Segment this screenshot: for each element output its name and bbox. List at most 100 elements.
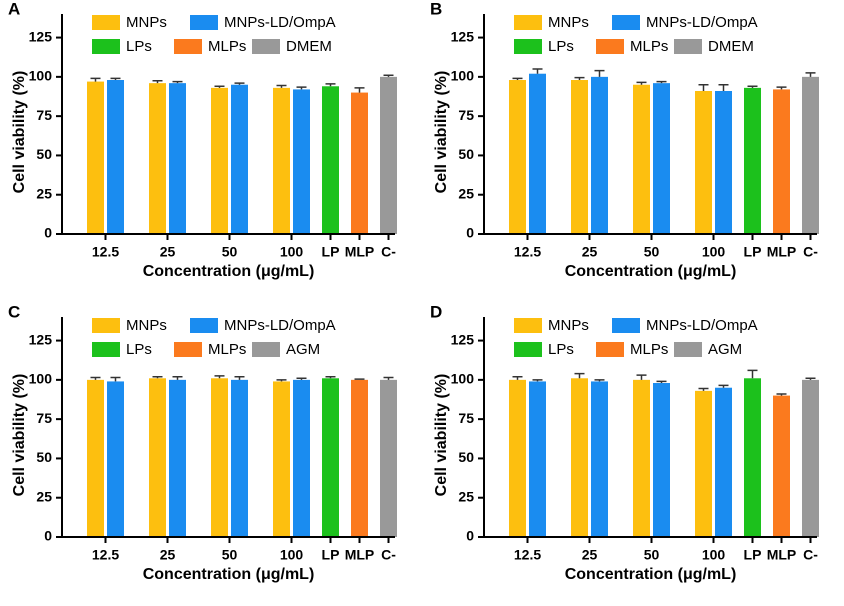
y-tick-label: 0 [44,528,52,544]
bar [351,379,368,537]
x-tick-label: C- [381,547,396,563]
y-tick-label: 100 [451,371,475,387]
x-tick-label: 25 [582,547,598,563]
x-tick-label: C- [803,244,818,260]
legend-swatch [514,15,542,30]
panel: C 0 25 50 75 100 125 Cell viability (%) Concentr… [8,302,397,583]
legend-label: MNPs-LD/OmpA [224,317,336,334]
x-tick-label: MLP [767,547,797,563]
bar [653,83,670,235]
x-tick-label: 100 [280,547,304,563]
bar [87,81,104,234]
panel-label: C [8,302,20,321]
y-tick-label: 25 [458,185,474,201]
bar [380,379,397,537]
y-tick-label: 100 [29,371,53,387]
legend-swatch [190,15,218,30]
bar [322,86,339,235]
error-bar [718,384,729,388]
bar [591,381,608,537]
error-bar [636,374,647,380]
bar [273,87,290,234]
bar [591,76,608,234]
legend-swatch [596,39,624,54]
x-axis-label: Concentration (μg/mL) [143,263,315,280]
legend-swatch [514,39,542,54]
x-tick-label: 50 [222,244,238,260]
legend-label: AGM [286,341,320,358]
legend-label: MNPs [548,317,589,334]
bar [773,395,790,537]
bar [169,379,186,537]
bar [87,379,104,537]
axes [483,14,817,235]
error-bar [90,77,101,82]
x-tick-label: 100 [702,547,726,563]
bar [529,73,546,234]
error-bar [234,82,245,85]
bar [231,84,248,234]
legend-swatch [612,318,640,333]
legend-label: LPs [126,341,152,358]
x-tick-label: 12.5 [92,547,119,563]
y-tick-label: 25 [36,488,52,504]
bar [231,379,248,537]
error-bar [776,86,787,90]
bar [509,80,526,234]
x-tick-label: 12.5 [514,244,541,260]
error-bar [574,76,585,80]
y-tick-label: 0 [466,528,474,544]
error-bar [152,375,163,379]
legend-swatch [252,342,280,357]
bar [273,381,290,537]
y-tick-label: 0 [44,225,52,241]
error-bar [636,81,647,85]
bar [653,383,670,537]
legend-swatch [514,318,542,333]
bar [773,89,790,234]
legend-label: DMEM [708,38,754,55]
bar [571,378,588,537]
bar [169,83,186,235]
legend-label: MNPs [126,317,167,334]
y-tick-label: 50 [458,449,474,465]
error-bar [383,376,394,380]
y-tick-label: 25 [458,488,474,504]
legend-swatch [92,39,120,54]
y-tick-label: 125 [451,28,475,44]
y-axis-label: Cell viability (%) [433,71,450,194]
error-bar [110,376,121,382]
y-tick-label: 50 [36,146,52,162]
legend-swatch [596,342,624,357]
error-bar [656,380,667,383]
bar [509,379,526,537]
error-bar [512,77,523,80]
x-axis-label: Concentration (μg/mL) [143,566,315,583]
panel-label: D [430,302,442,321]
error-bar [776,393,787,396]
axes [483,317,817,538]
legend-label: LPs [548,38,574,55]
legend-swatch [92,15,120,30]
error-bar [747,369,758,379]
bar [149,378,166,537]
legend-label: MNPs-LD/OmpA [224,14,336,31]
bar [695,390,712,537]
bar [211,378,228,537]
legend-label: MNPs [548,14,589,31]
y-tick-label: 75 [458,410,474,426]
bar [149,83,166,235]
bar [351,92,368,234]
bar [633,379,650,537]
legend-label: MLPs [630,341,668,358]
x-tick-label: LP [322,244,340,260]
error-bar [594,379,605,382]
y-axis-label: Cell viability (%) [11,374,28,497]
x-tick-label: MLP [345,547,375,563]
error-bar [152,80,163,84]
x-tick-label: 25 [160,547,176,563]
error-bar [354,378,365,380]
error-bar [532,68,543,74]
x-axis-label: Concentration (μg/mL) [565,566,737,583]
